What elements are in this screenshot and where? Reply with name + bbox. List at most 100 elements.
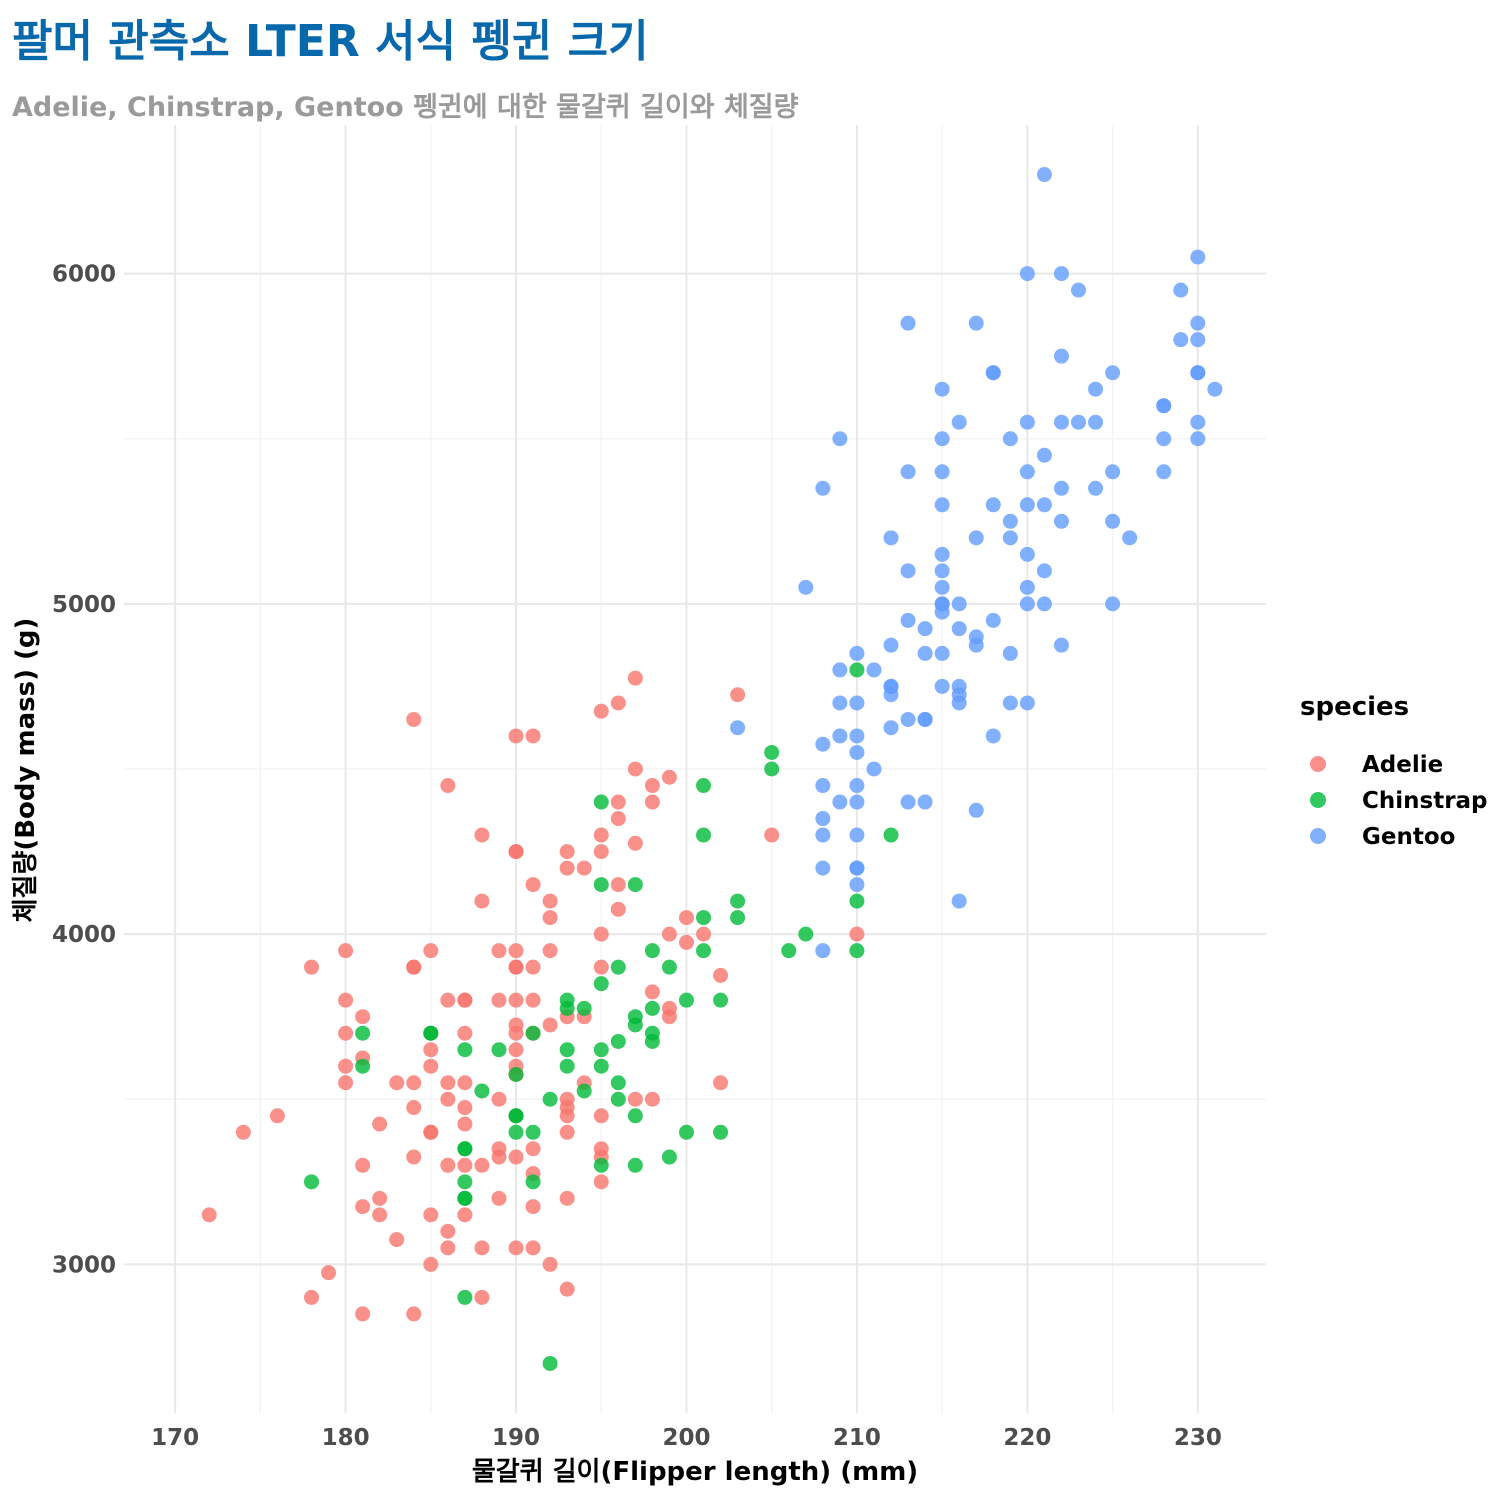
data-point-gentoo — [900, 563, 916, 579]
data-point-adelie — [355, 1306, 371, 1322]
data-point-adelie — [559, 1108, 575, 1124]
data-point-gentoo — [815, 827, 831, 843]
data-point-gentoo — [968, 802, 984, 818]
data-point-gentoo — [832, 662, 848, 678]
data-point-adelie — [303, 1289, 319, 1305]
data-point-adelie — [355, 1199, 371, 1215]
data-point-gentoo — [1053, 266, 1069, 282]
data-point-gentoo — [1002, 513, 1018, 529]
data-point-adelie — [491, 1149, 507, 1165]
data-point-adelie — [440, 778, 456, 794]
data-point-chinstrap — [355, 1025, 371, 1041]
data-point-chinstrap — [764, 761, 780, 777]
data-points — [201, 167, 1223, 1371]
data-point-gentoo — [815, 736, 831, 752]
data-point-adelie — [406, 959, 422, 975]
data-point-chinstrap — [457, 1042, 473, 1058]
data-point-chinstrap — [696, 910, 712, 926]
data-point-gentoo — [1053, 513, 1069, 529]
data-point-adelie — [372, 1116, 388, 1132]
data-point-adelie — [440, 992, 456, 1008]
data-point-gentoo — [849, 877, 865, 893]
data-point-adelie — [593, 926, 609, 942]
data-point-chinstrap — [576, 1083, 592, 1099]
data-point-gentoo — [883, 720, 899, 736]
data-point-chinstrap — [696, 943, 712, 959]
x-tick-label: 210 — [833, 1425, 881, 1451]
data-point-adelie — [525, 877, 541, 893]
data-point-adelie — [593, 1108, 609, 1124]
data-point-gentoo — [1036, 447, 1052, 463]
data-point-chinstrap — [508, 1108, 524, 1124]
data-point-adelie — [627, 835, 643, 851]
data-point-gentoo — [866, 761, 882, 777]
data-point-gentoo — [917, 645, 933, 661]
legend-key-chinstrap — [1310, 792, 1326, 808]
data-point-gentoo — [1190, 414, 1206, 430]
data-point-gentoo — [1053, 637, 1069, 653]
data-point-chinstrap — [525, 1025, 541, 1041]
data-point-adelie — [372, 1190, 388, 1206]
data-point-chinstrap — [610, 959, 626, 975]
data-point-adelie — [644, 984, 660, 1000]
data-point-adelie — [474, 1289, 490, 1305]
data-point-adelie — [525, 1240, 541, 1256]
data-point-adelie — [457, 1075, 473, 1091]
data-point-chinstrap — [798, 926, 814, 942]
data-point-adelie — [440, 1240, 456, 1256]
data-point-adelie — [559, 1124, 575, 1140]
data-point-gentoo — [832, 431, 848, 447]
data-point-chinstrap — [627, 877, 643, 893]
data-point-adelie — [764, 827, 780, 843]
data-point-adelie — [627, 1091, 643, 1107]
data-point-adelie — [457, 1100, 473, 1116]
data-point-gentoo — [1019, 464, 1035, 480]
data-point-adelie — [525, 992, 541, 1008]
data-point-adelie — [423, 1256, 439, 1272]
data-point-gentoo — [849, 695, 865, 711]
data-point-gentoo — [849, 728, 865, 744]
data-point-gentoo — [1105, 513, 1121, 529]
data-point-adelie — [627, 670, 643, 686]
legend-key-gentoo — [1310, 828, 1326, 844]
data-point-gentoo — [934, 381, 950, 397]
x-tick-label: 190 — [492, 1425, 540, 1451]
data-point-adelie — [542, 910, 558, 926]
data-point-adelie — [661, 769, 677, 785]
data-point-gentoo — [1105, 365, 1121, 381]
data-point-adelie — [610, 877, 626, 893]
data-point-adelie — [508, 844, 524, 860]
data-point-chinstrap — [883, 827, 899, 843]
data-point-gentoo — [849, 778, 865, 794]
data-point-adelie — [610, 794, 626, 810]
data-point-chinstrap — [661, 959, 677, 975]
data-point-gentoo — [1105, 464, 1121, 480]
data-point-gentoo — [1156, 431, 1172, 447]
data-point-adelie — [423, 1207, 439, 1223]
data-point-gentoo — [1190, 365, 1206, 381]
data-point-adelie — [457, 1116, 473, 1132]
data-point-adelie — [593, 703, 609, 719]
data-point-adelie — [559, 1190, 575, 1206]
data-point-gentoo — [883, 637, 899, 653]
data-point-chinstrap — [627, 1017, 643, 1033]
data-point-adelie — [457, 1157, 473, 1173]
data-point-gentoo — [832, 794, 848, 810]
data-point-chinstrap — [627, 1108, 643, 1124]
data-point-gentoo — [1088, 414, 1104, 430]
data-point-adelie — [593, 1174, 609, 1190]
data-point-adelie — [491, 1091, 507, 1107]
data-point-gentoo — [934, 464, 950, 480]
data-point-adelie — [696, 926, 712, 942]
data-point-adelie — [440, 1091, 456, 1107]
data-point-gentoo — [968, 315, 984, 331]
data-point-gentoo — [934, 604, 950, 620]
data-point-gentoo — [1122, 530, 1138, 546]
data-point-gentoo — [1190, 249, 1206, 265]
data-point-gentoo — [1036, 563, 1052, 579]
data-point-adelie — [576, 860, 592, 876]
data-point-adelie — [491, 1190, 507, 1206]
data-point-chinstrap — [508, 1124, 524, 1140]
data-point-gentoo — [815, 811, 831, 827]
